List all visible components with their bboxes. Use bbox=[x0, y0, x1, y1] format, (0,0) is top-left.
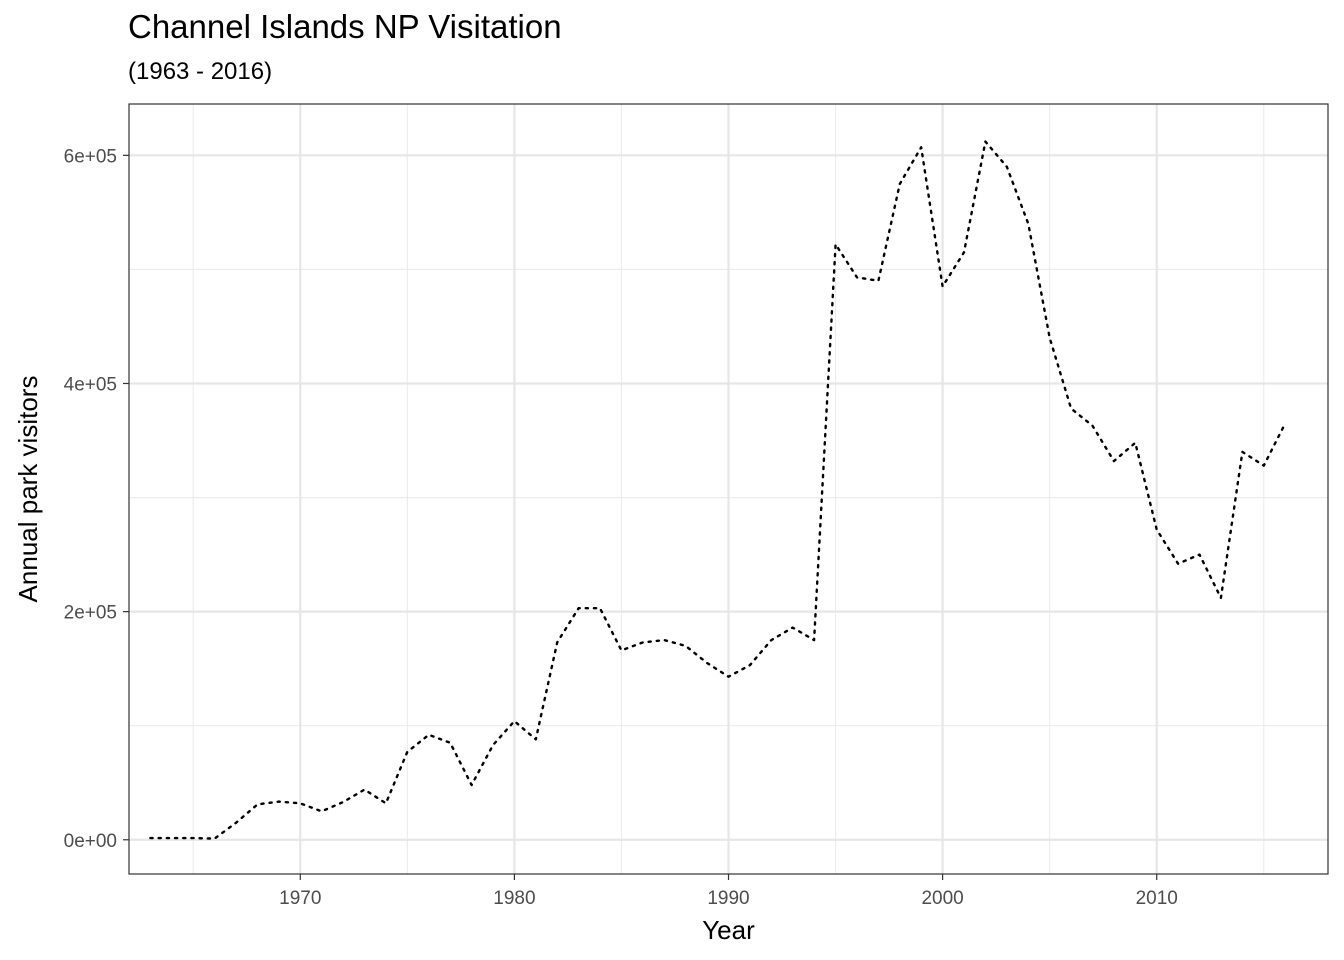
series-line bbox=[149, 140, 1287, 840]
x-axis: 1970 1980 1990 2000 2010 bbox=[279, 874, 1178, 909]
chart-subtitle: (1963 - 2016) bbox=[128, 58, 273, 85]
y-tick-label: 2e+05 bbox=[64, 603, 117, 624]
y-tick-label: 6e+05 bbox=[64, 146, 117, 167]
major-gridlines bbox=[129, 104, 1328, 874]
y-axis-title: Annual park visitors bbox=[13, 376, 43, 603]
x-tick-label: 2000 bbox=[921, 888, 963, 909]
x-tick-label: 1990 bbox=[707, 888, 749, 909]
x-tick-label: 1970 bbox=[279, 888, 321, 909]
series-layer bbox=[149, 140, 1287, 840]
y-tick-label: 4e+05 bbox=[64, 374, 117, 395]
chart-title: Channel Islands NP Visitation bbox=[128, 8, 562, 45]
x-tick-label: 1980 bbox=[493, 888, 535, 909]
x-tick-label: 2010 bbox=[1136, 888, 1178, 909]
x-axis-title: Year bbox=[702, 915, 755, 945]
y-axis: 0e+00 2e+05 4e+05 6e+05 bbox=[64, 146, 129, 852]
y-tick-label: 0e+00 bbox=[64, 831, 117, 852]
